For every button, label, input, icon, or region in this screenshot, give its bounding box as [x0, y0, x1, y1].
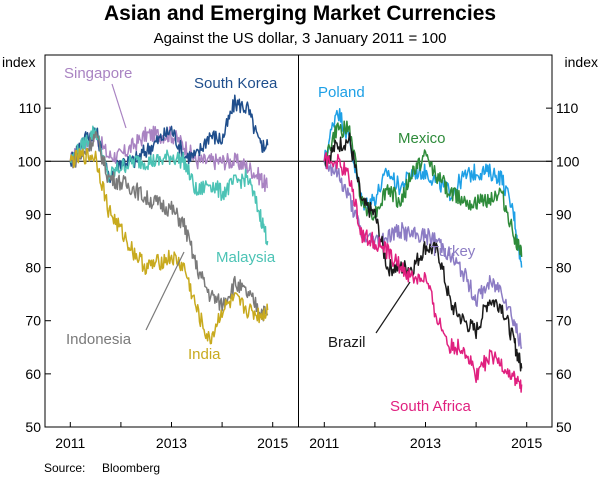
x-tick-label-panel1: 2013: [410, 435, 441, 451]
x-tick-label-panel0: 2011: [55, 435, 85, 451]
series-line-brazil: [323, 132, 523, 372]
y-tick-label-right: 100: [556, 153, 580, 169]
source-label: Source:: [44, 461, 85, 475]
pointer-brazil: [375, 281, 411, 334]
chart-subtitle: Against the US dollar, 3 January 2011 = …: [154, 30, 447, 47]
x-tick-label-panel0: 2013: [156, 435, 187, 451]
series-line-south-africa: [323, 152, 523, 393]
y-tick-label-left: 50: [25, 419, 41, 435]
right-axis-unit: index: [565, 54, 598, 70]
label-south-africa: South Africa: [390, 398, 472, 415]
label-turkey: Turkey: [430, 243, 476, 260]
pointer-indonesia: [145, 251, 185, 331]
x-tick-label-panel0: 2015: [257, 435, 288, 451]
left-axis-unit: index: [2, 54, 35, 70]
x-tick-label-panel1: 2011: [309, 435, 339, 451]
series-line-india: [69, 147, 269, 345]
label-singapore: Singapore: [64, 65, 132, 82]
label-indonesia: Indonesia: [66, 331, 132, 348]
x-ticks: 2011 2013 2015 2011 2013 2015: [55, 422, 542, 451]
series-line-singapore: [69, 125, 269, 193]
series-line-malaysia: [69, 125, 269, 246]
y-tick-label-left: 70: [25, 313, 41, 329]
series-lines: [69, 94, 523, 393]
y-tick-label-left: 100: [18, 153, 42, 169]
x-tick-label-panel1: 2015: [511, 435, 542, 451]
label-malaysia: Malaysia: [216, 249, 276, 266]
pointer-singapore: [111, 83, 127, 129]
source-value: Bloomberg: [102, 461, 160, 475]
label-mexico: Mexico: [398, 130, 446, 147]
label-south-korea: South Korea: [194, 75, 278, 92]
y-ticks-right: 50 60 70 80 90 100 110: [546, 100, 580, 435]
label-brazil: Brazil: [328, 334, 366, 351]
y-tick-label-right: 110: [556, 100, 579, 116]
y-tick-label-left: 110: [19, 100, 42, 116]
y-ticks-left: 50 60 70 80 90 100 110: [18, 100, 51, 435]
y-tick-label-right: 80: [556, 260, 572, 276]
y-tick-label-right: 90: [556, 206, 572, 222]
y-tick-label-right: 70: [556, 313, 572, 329]
chart-title: Asian and Emerging Market Currencies: [104, 2, 496, 25]
label-poland: Poland: [318, 84, 365, 101]
series-line-indonesia: [69, 131, 269, 322]
y-tick-label-left: 60: [25, 366, 41, 382]
y-tick-label-right: 60: [556, 366, 572, 382]
label-india: India: [188, 346, 221, 363]
y-tick-label-left: 80: [25, 260, 41, 276]
y-tick-label-left: 90: [25, 206, 41, 222]
y-tick-label-right: 50: [556, 419, 572, 435]
